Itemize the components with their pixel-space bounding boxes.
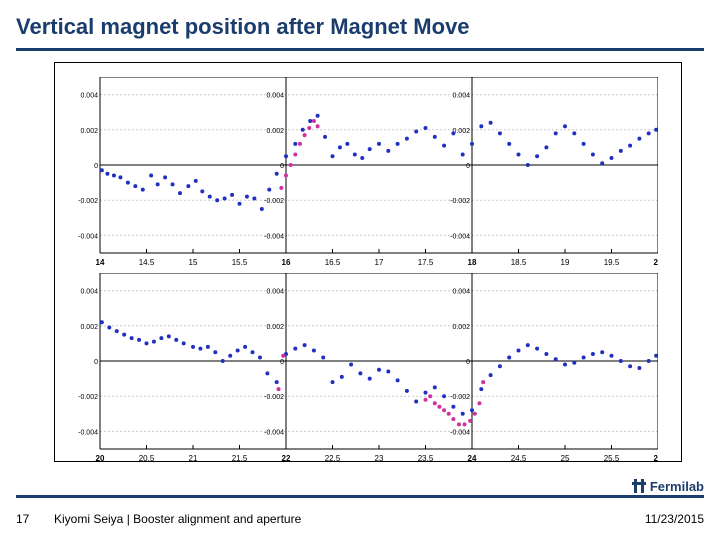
svg-text:-0.004: -0.004 xyxy=(450,429,470,436)
svg-text:-0.002: -0.002 xyxy=(264,198,284,205)
svg-text:0.002: 0.002 xyxy=(452,324,470,331)
svg-text:-0.002: -0.002 xyxy=(450,394,470,401)
svg-text:0.004: 0.004 xyxy=(80,93,98,100)
svg-text:-0.002: -0.002 xyxy=(78,394,98,401)
svg-text:-0.004: -0.004 xyxy=(264,233,284,240)
svg-text:20: 20 xyxy=(96,454,105,463)
svg-text:0: 0 xyxy=(466,359,470,366)
page-number: 17 xyxy=(16,512,29,526)
svg-text:14: 14 xyxy=(96,258,105,267)
svg-text:0.002: 0.002 xyxy=(266,128,284,135)
svg-text:0.004: 0.004 xyxy=(266,289,284,296)
svg-text:0: 0 xyxy=(94,163,98,170)
page-title: Vertical magnet position after Magnet Mo… xyxy=(16,14,470,40)
svg-text:-0.002: -0.002 xyxy=(78,198,98,205)
title-rule xyxy=(16,48,704,51)
svg-text:21: 21 xyxy=(189,454,198,463)
svg-text:22: 22 xyxy=(282,454,291,463)
svg-text:16.5: 16.5 xyxy=(325,258,341,267)
svg-text:0: 0 xyxy=(280,359,284,366)
svg-text:0.004: 0.004 xyxy=(80,289,98,296)
footer-rule xyxy=(16,495,704,498)
svg-text:25: 25 xyxy=(561,454,570,463)
fermilab-icon xyxy=(631,478,647,494)
footer-text: Kiyomi Seiya | Booster alignment and ape… xyxy=(54,512,301,526)
svg-text:0.004: 0.004 xyxy=(266,93,284,100)
svg-text:0.004: 0.004 xyxy=(452,93,470,100)
svg-text:19.5: 19.5 xyxy=(604,258,620,267)
svg-text:0: 0 xyxy=(280,163,284,170)
svg-text:-0.004: -0.004 xyxy=(264,429,284,436)
svg-text:23.5: 23.5 xyxy=(418,454,434,463)
svg-text:16: 16 xyxy=(282,258,291,267)
svg-text:17.5: 17.5 xyxy=(418,258,434,267)
svg-text:18.5: 18.5 xyxy=(511,258,527,267)
svg-text:0: 0 xyxy=(466,163,470,170)
svg-text:-0.002: -0.002 xyxy=(264,394,284,401)
footer-date: 11/23/2015 xyxy=(645,512,704,526)
slide: Vertical magnet position after Magnet Mo… xyxy=(0,0,720,540)
svg-text:20: 20 xyxy=(654,258,658,267)
svg-text:20.5: 20.5 xyxy=(139,454,155,463)
svg-text:14.5: 14.5 xyxy=(139,258,155,267)
svg-text:15: 15 xyxy=(189,258,198,267)
chart-frame: -0.004 -0.002 0 0.002 0.004 -0.004 -0.002 0 0.00… xyxy=(54,62,682,462)
svg-text:23: 23 xyxy=(375,454,384,463)
svg-text:0.004: 0.004 xyxy=(452,289,470,296)
svg-text:0.002: 0.002 xyxy=(266,324,284,331)
chart-panel-top: -0.004 -0.002 0 0.002 0.004 -0.004 -0.002 0 0.00… xyxy=(100,77,658,253)
fermilab-logo: Fermilab xyxy=(631,478,704,494)
svg-text:0.002: 0.002 xyxy=(80,128,98,135)
svg-text:24: 24 xyxy=(468,454,477,463)
svg-text:-0.004: -0.004 xyxy=(78,429,98,436)
svg-text:0: 0 xyxy=(94,359,98,366)
svg-text:19: 19 xyxy=(561,258,570,267)
svg-text:18: 18 xyxy=(468,258,477,267)
svg-text:22.5: 22.5 xyxy=(325,454,341,463)
svg-text:-0.004: -0.004 xyxy=(78,233,98,240)
svg-text:25.5: 25.5 xyxy=(604,454,620,463)
svg-text:24.5: 24.5 xyxy=(511,454,527,463)
svg-text:-0.004: -0.004 xyxy=(450,233,470,240)
svg-text:15.5: 15.5 xyxy=(232,258,248,267)
chart-panel-bottom: -0.004 -0.002 0 0.002 0.004 -0.004 -0.002 0 0.00… xyxy=(100,273,658,449)
svg-text:0.002: 0.002 xyxy=(80,324,98,331)
svg-text:17: 17 xyxy=(375,258,384,267)
svg-text:26: 26 xyxy=(654,454,658,463)
fermilab-logo-text: Fermilab xyxy=(650,479,704,494)
svg-text:-0.002: -0.002 xyxy=(450,198,470,205)
svg-text:21.5: 21.5 xyxy=(232,454,248,463)
